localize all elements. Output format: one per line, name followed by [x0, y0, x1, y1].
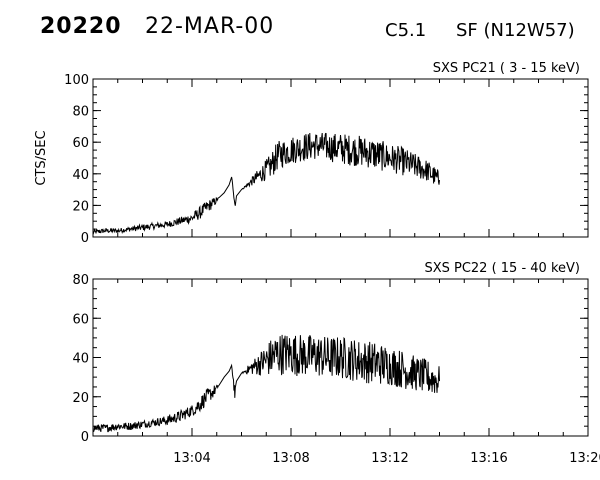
panel-title: SXS PC22 ( 15 - 40 keV) [424, 261, 580, 276]
y-tick-label: 80 [72, 273, 89, 288]
series-line [92, 334, 440, 433]
x-tick-label: 13:12 [371, 451, 408, 466]
event-number: 20220 [40, 14, 122, 39]
flare-info: SF (N12W57) [456, 20, 575, 41]
x-tick-label: 13:16 [470, 451, 507, 466]
y-tick-label: 20 [72, 199, 89, 214]
x-tick-label: 13:04 [173, 451, 210, 466]
y-tick-label: 0 [81, 430, 89, 445]
y-tick-label: 80 [72, 105, 89, 120]
event-date: 22-MAR-00 [145, 14, 275, 39]
plot-frame [92, 78, 589, 238]
y-tick-label: 100 [64, 73, 89, 88]
y-tick-label: 40 [72, 352, 89, 367]
y-tick-label: 60 [72, 312, 89, 327]
y-tick-label: 60 [72, 136, 89, 151]
y-axis-label: CTS/SEC [34, 130, 49, 185]
lower-panel: 0 20 40 60 80 13:04 13:08 13:12 13:16 13:20 SXS PC… [72, 261, 600, 466]
upper-panel: 0 20 40 60 80 100 SXS PC21 ( 3 - 15 keV) CTS/SE… [34, 61, 589, 246]
panel-title: SXS PC21 ( 3 - 15 keV) [433, 61, 580, 76]
x-tick-label: 13:08 [272, 451, 309, 466]
y-tick-label: 0 [81, 231, 89, 246]
goes-class: C5.1 [385, 20, 427, 41]
y-tick-label: 40 [72, 168, 89, 183]
series-line [92, 132, 440, 235]
x-tick-label: 13:20 [569, 451, 600, 466]
y-tick-label: 20 [72, 391, 89, 406]
